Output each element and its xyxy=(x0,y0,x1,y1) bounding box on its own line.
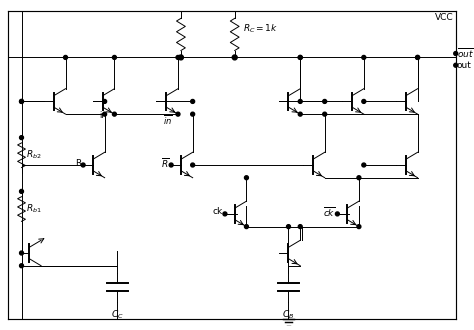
Circle shape xyxy=(416,55,419,59)
Circle shape xyxy=(298,225,302,229)
Text: $C_C$: $C_C$ xyxy=(111,309,124,321)
Circle shape xyxy=(19,264,24,268)
Circle shape xyxy=(298,55,302,59)
Text: $C_B$: $C_B$ xyxy=(283,309,295,321)
Circle shape xyxy=(103,99,107,103)
Circle shape xyxy=(191,163,195,167)
Circle shape xyxy=(245,225,248,229)
Circle shape xyxy=(179,55,183,60)
Text: $\overline{out}$: $\overline{out}$ xyxy=(457,47,474,60)
Circle shape xyxy=(19,189,24,193)
Circle shape xyxy=(232,55,237,60)
Text: in: in xyxy=(99,111,107,120)
Circle shape xyxy=(176,112,180,116)
Circle shape xyxy=(336,212,339,216)
Circle shape xyxy=(19,99,24,103)
Circle shape xyxy=(362,99,366,103)
Circle shape xyxy=(64,55,67,59)
Text: ck: ck xyxy=(213,208,223,216)
Circle shape xyxy=(362,55,366,59)
Text: $R_{b1}$: $R_{b1}$ xyxy=(27,203,42,215)
Circle shape xyxy=(19,99,24,103)
Circle shape xyxy=(323,112,327,116)
Circle shape xyxy=(298,112,302,116)
Circle shape xyxy=(323,99,327,103)
Circle shape xyxy=(112,55,117,59)
Circle shape xyxy=(176,55,180,59)
Text: $\overline{ck}$: $\overline{ck}$ xyxy=(323,205,336,219)
Circle shape xyxy=(191,99,195,103)
Circle shape xyxy=(169,163,173,167)
Text: $R_C = 1k$: $R_C = 1k$ xyxy=(243,23,278,35)
Circle shape xyxy=(362,163,366,167)
Circle shape xyxy=(112,112,117,116)
Circle shape xyxy=(19,251,24,255)
Circle shape xyxy=(191,112,195,116)
Text: R: R xyxy=(75,158,81,168)
Circle shape xyxy=(287,225,291,229)
Circle shape xyxy=(103,112,107,116)
Text: $\overline{R}$: $\overline{R}$ xyxy=(161,156,169,170)
Text: $R_{b2}$: $R_{b2}$ xyxy=(27,149,42,161)
Circle shape xyxy=(245,176,248,180)
Text: $\overline{in}$: $\overline{in}$ xyxy=(164,113,173,127)
Circle shape xyxy=(298,99,302,103)
Circle shape xyxy=(223,212,227,216)
Circle shape xyxy=(357,225,361,229)
Circle shape xyxy=(416,55,419,59)
Text: VCC: VCC xyxy=(435,14,454,22)
Text: out: out xyxy=(457,61,472,70)
Circle shape xyxy=(454,63,458,67)
Circle shape xyxy=(454,51,458,55)
Circle shape xyxy=(298,55,302,59)
Circle shape xyxy=(81,163,85,167)
Circle shape xyxy=(19,136,24,140)
Circle shape xyxy=(357,176,361,180)
